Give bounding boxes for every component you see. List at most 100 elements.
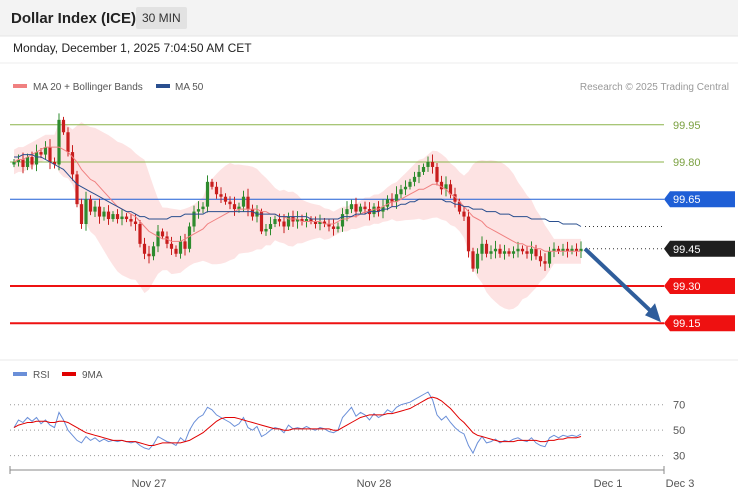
credit-text: Research © 2025 Trading Central: [580, 82, 729, 93]
candle-body: [318, 221, 322, 224]
level-price-tag: [664, 240, 735, 257]
ma9-legend-swatch: [62, 372, 76, 376]
candle-body: [187, 226, 192, 249]
header-bar: Dollar Index (ICE) 30 MIN: [0, 0, 738, 36]
forecast-arrow-shaft: [583, 247, 655, 315]
candle-body: [489, 251, 493, 254]
candle-body: [484, 243, 489, 254]
candle-body: [165, 236, 169, 244]
candle-body: [516, 248, 520, 252]
interval-badge[interactable]: 30 MIN: [136, 7, 187, 29]
candle-body: [160, 231, 165, 237]
timestamp: Monday, December 1, 2025 7:04:50 AM CET: [13, 41, 252, 55]
candle-body: [354, 204, 358, 212]
candle-body: [439, 181, 444, 190]
candle-body: [241, 196, 246, 207]
candle-body: [277, 219, 282, 222]
ma20-line: [13, 146, 581, 252]
rsi-line: [13, 391, 582, 455]
candle-body: [169, 243, 174, 249]
rsi-tick-label: 30: [673, 451, 685, 463]
candle-body: [300, 219, 304, 222]
candle-body: [579, 248, 583, 252]
candle-body: [21, 159, 25, 167]
candle-body: [151, 246, 156, 257]
candle-body: [534, 248, 538, 257]
candle-body: [448, 184, 453, 195]
candle-body: [129, 219, 133, 222]
level-price-label: 99.45: [673, 244, 701, 256]
candle-body: [304, 219, 309, 222]
candle-body: [219, 194, 223, 197]
candle-body: [345, 209, 349, 215]
candle-body: [480, 243, 484, 254]
candle-body: [79, 204, 84, 224]
candle-body: [183, 241, 187, 249]
candle-body: [120, 216, 124, 220]
candle-body: [349, 204, 354, 210]
candle-body: [403, 186, 408, 190]
candle-body: [538, 256, 543, 262]
ma20-legend-swatch: [13, 84, 27, 88]
candle-body: [552, 248, 556, 252]
level-price-tag: [664, 315, 735, 332]
candle-body: [493, 248, 498, 252]
candle-body: [457, 201, 462, 212]
candle-body: [201, 206, 205, 210]
candle-body: [250, 209, 255, 217]
candle-body: [16, 159, 21, 162]
forecast-arrow-head: [645, 303, 661, 323]
candle-body: [331, 226, 336, 229]
level-price-label: 99.65: [673, 194, 701, 206]
candle-body: [543, 261, 547, 264]
candle-body: [210, 181, 214, 187]
rsi-tick-label: 70: [673, 400, 685, 412]
candle-body: [237, 206, 241, 210]
candle-body: [84, 199, 88, 224]
candle-body: [142, 243, 147, 254]
candle-body: [309, 219, 313, 222]
candle-body: [52, 162, 57, 165]
candle-body: [232, 204, 237, 210]
rsi-tick-label: 50: [673, 425, 685, 437]
x-tick-label: Nov 28: [357, 478, 392, 490]
candle-body: [93, 206, 97, 212]
candle-body: [525, 251, 529, 254]
candle-body: [385, 199, 390, 207]
candle-body: [430, 162, 435, 167]
candle-body: [327, 224, 331, 227]
candle-body: [394, 194, 399, 202]
level-price-tag: [664, 278, 735, 294]
candle-body: [223, 196, 228, 202]
instrument-title: Dollar Index (ICE): [11, 10, 137, 27]
level-price-label: 99.95: [673, 120, 701, 132]
candle-body: [561, 248, 565, 252]
rsi-ma9-line: [13, 396, 582, 446]
candle-body: [363, 206, 367, 210]
candle-body: [57, 119, 61, 165]
ma50-line: [14, 154, 582, 227]
candle-body: [115, 214, 120, 220]
candle-body: [34, 152, 39, 165]
candle-body: [205, 181, 210, 207]
candle-body: [417, 171, 421, 177]
candle-body: [178, 241, 183, 254]
candle-body: [390, 199, 394, 202]
candle-body: [106, 211, 111, 220]
candle-body: [102, 211, 106, 217]
candle-body: [12, 162, 16, 165]
candle-body: [138, 224, 142, 244]
candle-body: [286, 216, 291, 227]
candle-body: [574, 248, 579, 252]
ma50-legend-swatch: [156, 84, 170, 88]
candle-body: [547, 251, 552, 264]
candle-body: [48, 147, 52, 162]
ma9-legend-label: 9MA: [82, 370, 103, 381]
x-tick-label: Dec 1: [594, 478, 623, 490]
candle-body: [529, 248, 534, 254]
candle-body: [66, 132, 70, 153]
candle-body: [358, 206, 363, 212]
candle-body: [435, 166, 439, 182]
